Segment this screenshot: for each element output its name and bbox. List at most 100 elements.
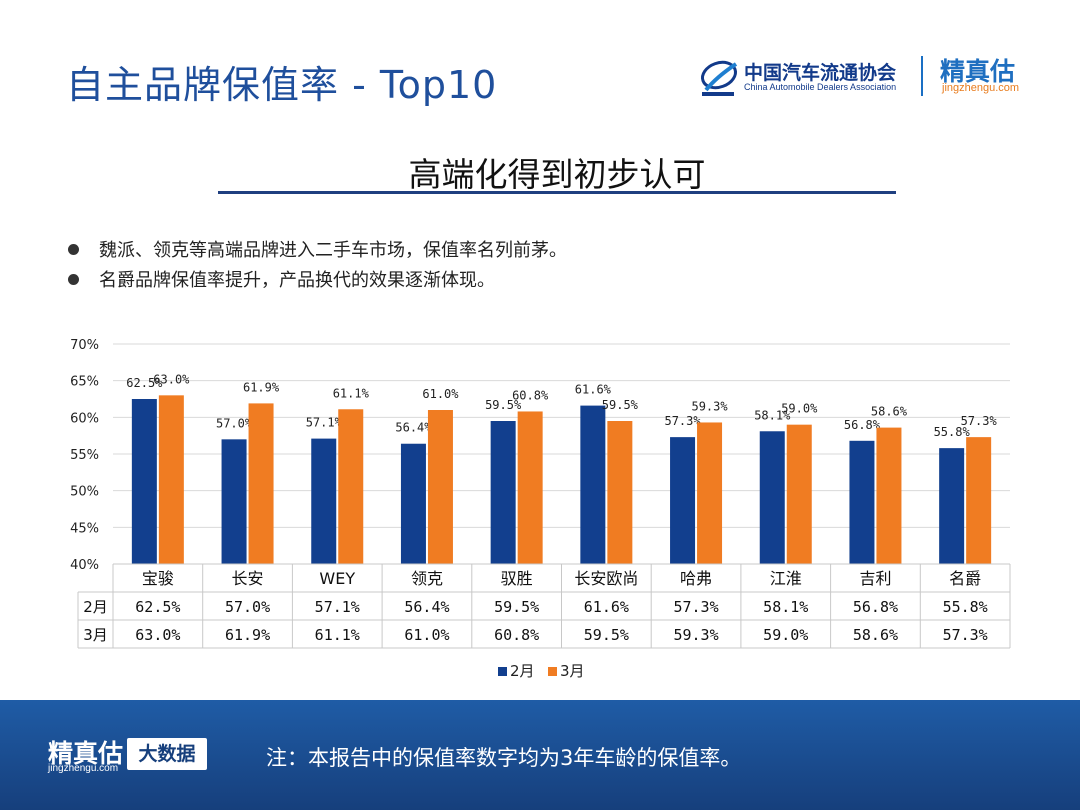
table-cell: 62.5% <box>135 598 180 616</box>
bar <box>400 443 426 564</box>
caada-emblem-icon <box>701 60 738 96</box>
table-cell: 59.5% <box>494 598 539 616</box>
x-category-label: 长安 <box>232 569 264 588</box>
bar <box>131 399 157 564</box>
bullet-text: 魏派、领克等高端品牌进入二手车市场，保值率名列前茅。 <box>99 240 567 261</box>
table-cell: 61.0% <box>404 626 449 644</box>
y-tick-label: 45% <box>70 521 99 536</box>
bar <box>786 424 812 564</box>
bar <box>311 438 337 564</box>
bar-value-label: 58.1% <box>754 408 791 422</box>
bar-value-label: 59.5% <box>602 398 639 412</box>
bullet-dot-icon <box>68 274 79 285</box>
bar <box>697 422 723 564</box>
bar-value-label: 58.6% <box>871 405 908 419</box>
bullet-item: 魏派、领克等高端品牌进入二手车市场，保值率名列前茅。 <box>68 236 567 266</box>
page-title: 自主品牌保值率 - Top10 <box>66 63 498 107</box>
table-cell: 59.0% <box>763 626 808 644</box>
bar-value-label: 59.0% <box>781 402 818 416</box>
x-category-label: 吉利 <box>859 569 891 588</box>
x-category-label: 宝骏 <box>142 569 174 588</box>
bar-value-label: 61.0% <box>422 387 459 401</box>
table-cell: 57.0% <box>225 598 270 616</box>
bar-value-label: 57.3% <box>961 414 998 428</box>
bar-value-label: 61.6% <box>575 383 612 397</box>
table-cell: 58.6% <box>853 626 898 644</box>
bar <box>580 405 606 564</box>
legend-label: 2月 <box>510 662 535 680</box>
table-cell: 57.1% <box>315 598 360 616</box>
caada-logo: 中国汽车流通协会 China Automobile Dealers Associ… <box>698 56 906 98</box>
slide-subtitle: 高端化得到初步认可 <box>408 155 706 194</box>
table-cell: 61.1% <box>315 626 360 644</box>
x-category-label: 长安欧尚 <box>574 569 638 588</box>
bar <box>221 439 247 564</box>
legend-swatch <box>498 667 507 676</box>
bar <box>849 440 875 564</box>
table-cell: 61.9% <box>225 626 270 644</box>
bar <box>607 421 633 564</box>
jzg-logo: 精真估 <box>940 57 1016 86</box>
bullet-list: 魏派、领克等高端品牌进入二手车市场，保值率名列前茅。 名爵品牌保值率提升，产品换… <box>68 236 567 296</box>
bar-value-label: 60.8% <box>512 388 549 402</box>
bar <box>338 409 364 564</box>
table-cell: 59.5% <box>584 626 629 644</box>
x-category-label: 领克 <box>411 569 443 588</box>
bar-value-label: 61.9% <box>243 380 280 394</box>
x-category-label: 名爵 <box>949 569 981 588</box>
legend-label: 3月 <box>560 662 585 680</box>
caada-name-en: China Automobile Dealers Association <box>744 82 897 92</box>
footer-note: 注：本报告中的保值率数字均为3年车龄的保值率。 <box>266 746 742 770</box>
x-category-label: WEY <box>319 569 355 588</box>
table-row-header: 2月 <box>83 598 108 616</box>
table-cell: 58.1% <box>763 598 808 616</box>
footer-badge: 大数据 <box>127 738 207 770</box>
bar <box>670 437 696 564</box>
bar-value-label: 63.0% <box>153 372 190 386</box>
bar <box>939 448 965 564</box>
y-tick-label: 70% <box>70 338 99 353</box>
y-tick-label: 55% <box>70 448 99 463</box>
footer-logo: 精真估 <box>48 739 124 768</box>
bullet-text: 名爵品牌保值率提升，产品换代的效果逐渐体现。 <box>99 270 495 291</box>
bar-value-label: 56.8% <box>844 418 881 432</box>
caada-name-cn: 中国汽车流通协会 <box>744 62 897 84</box>
x-category-label: 驭胜 <box>501 569 533 588</box>
bar-value-label: 62.5% <box>126 376 163 390</box>
bullet-dot-icon <box>68 244 79 255</box>
table-cell: 61.6% <box>584 598 629 616</box>
bar-value-label: 55.8% <box>934 425 971 439</box>
bar-value-label: 61.1% <box>333 386 370 400</box>
logo-divider <box>921 56 923 96</box>
table-row-header: 3月 <box>83 626 108 644</box>
subtitle-underline <box>218 191 896 194</box>
bar-chart: 40% 45% 50% 55% 60% 65% 70% 62.5% 57.0% 57.1% 56.4… <box>70 338 1011 680</box>
bar-value-label: 59.3% <box>691 399 728 413</box>
table-cell: 56.8% <box>853 598 898 616</box>
table-cell: 63.0% <box>135 626 180 644</box>
bullet-item: 名爵品牌保值率提升，产品换代的效果逐渐体现。 <box>68 266 567 296</box>
y-tick-label: 65% <box>70 375 99 390</box>
bar-value-label: 57.0% <box>216 416 253 430</box>
x-category-label: 哈弗 <box>680 569 712 588</box>
bar <box>966 437 992 564</box>
table-cell: 56.4% <box>404 598 449 616</box>
bar-value-label: 57.1% <box>306 416 343 430</box>
bar <box>876 427 902 564</box>
table-cell: 57.3% <box>943 626 988 644</box>
table-cell: 55.8% <box>943 598 988 616</box>
y-tick-label: 60% <box>70 411 99 426</box>
bar <box>427 410 453 564</box>
bar-value-label: 59.5% <box>485 398 522 412</box>
footer-logo-url: jingzhengu.com <box>48 763 119 774</box>
jzg-logo-url: jingzhengu.com <box>942 82 1020 94</box>
bar-value-label: 56.4% <box>395 421 432 435</box>
legend-swatch <box>548 667 557 676</box>
y-tick-label: 40% <box>70 558 99 573</box>
bar <box>158 395 184 564</box>
bar-value-label: 57.3% <box>664 414 701 428</box>
bar <box>759 431 785 564</box>
bar <box>517 411 543 564</box>
table-cell: 60.8% <box>494 626 539 644</box>
y-tick-label: 50% <box>70 485 99 500</box>
